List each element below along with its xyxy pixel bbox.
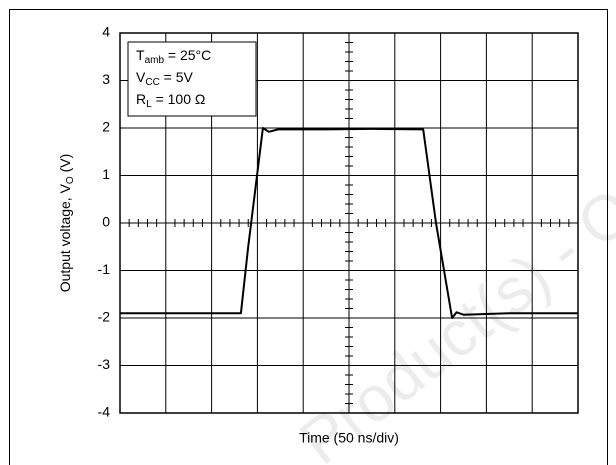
y-tick-label: -1 xyxy=(98,261,111,277)
frame xyxy=(9,9,608,465)
y-tick-label: 1 xyxy=(102,166,110,182)
y-tick-label: 4 xyxy=(102,24,110,40)
annotation: VCC = 5V xyxy=(136,69,194,88)
y-tick-label: -4 xyxy=(98,404,111,420)
y-axis-label-text: Output voltage, V xyxy=(57,183,73,292)
y-axis-label-suffix: (V) xyxy=(57,154,73,177)
y-axis-label: Output voltage, VO (V) xyxy=(57,154,76,293)
annotation-sub: CC xyxy=(145,77,159,88)
y-tick-label: -2 xyxy=(98,309,111,325)
annotation-text: = 100 Ω xyxy=(152,91,206,107)
annotation: RL = 100 Ω xyxy=(136,91,205,110)
y-tick-label: -3 xyxy=(98,356,111,372)
y-tick-label: 2 xyxy=(102,119,110,135)
plot-border xyxy=(119,32,579,414)
y-tick-label: 3 xyxy=(102,71,110,87)
y-tick-label: 0 xyxy=(102,214,110,230)
y-axis-label-sub: O xyxy=(65,176,76,184)
annotation-sub: amb xyxy=(145,55,165,66)
annotation-symbol: R xyxy=(136,91,146,107)
trace xyxy=(120,127,578,319)
annotation-symbol: T xyxy=(136,47,145,63)
annotation-text: = 5V xyxy=(160,69,194,85)
annotation-sub: L xyxy=(146,99,152,110)
annotation-box xyxy=(127,41,257,117)
annotation-text: = 25°C xyxy=(164,47,211,63)
annotation-symbol: V xyxy=(136,69,146,85)
annotation: Tamb = 25°C xyxy=(136,47,211,66)
watermark: Product(s) - O xyxy=(286,174,616,465)
x-axis-label: Time (50 ns/div) xyxy=(299,430,399,446)
